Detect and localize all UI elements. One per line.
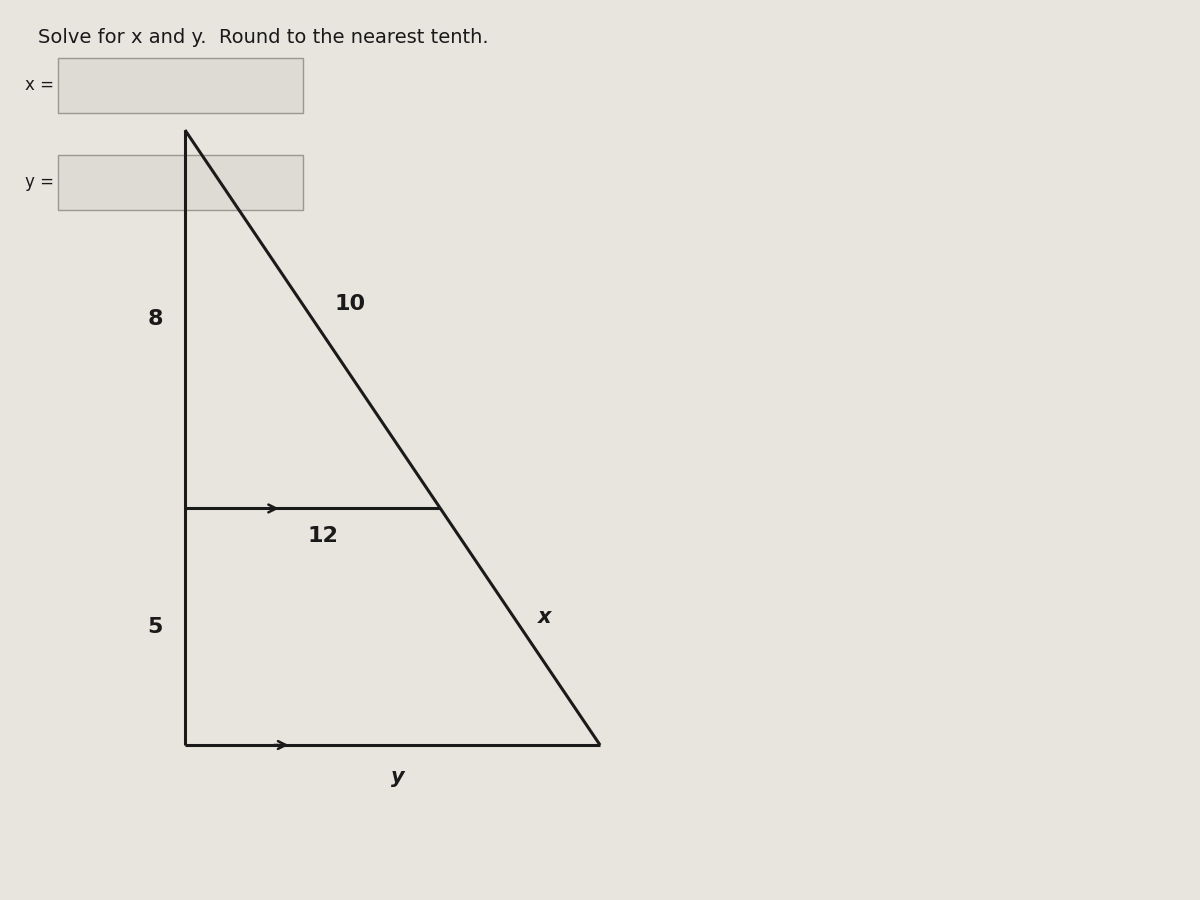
Text: y =: y = bbox=[25, 173, 54, 191]
Text: y: y bbox=[391, 767, 404, 787]
Text: x: x bbox=[538, 607, 552, 626]
Text: 12: 12 bbox=[307, 526, 338, 546]
Text: 8: 8 bbox=[148, 310, 163, 329]
Text: 5: 5 bbox=[148, 616, 163, 636]
Text: 10: 10 bbox=[335, 294, 366, 314]
FancyBboxPatch shape bbox=[58, 58, 302, 113]
Text: x =: x = bbox=[25, 76, 54, 94]
FancyBboxPatch shape bbox=[58, 155, 302, 210]
Text: Solve for x and y.  Round to the nearest tenth.: Solve for x and y. Round to the nearest … bbox=[38, 28, 488, 47]
